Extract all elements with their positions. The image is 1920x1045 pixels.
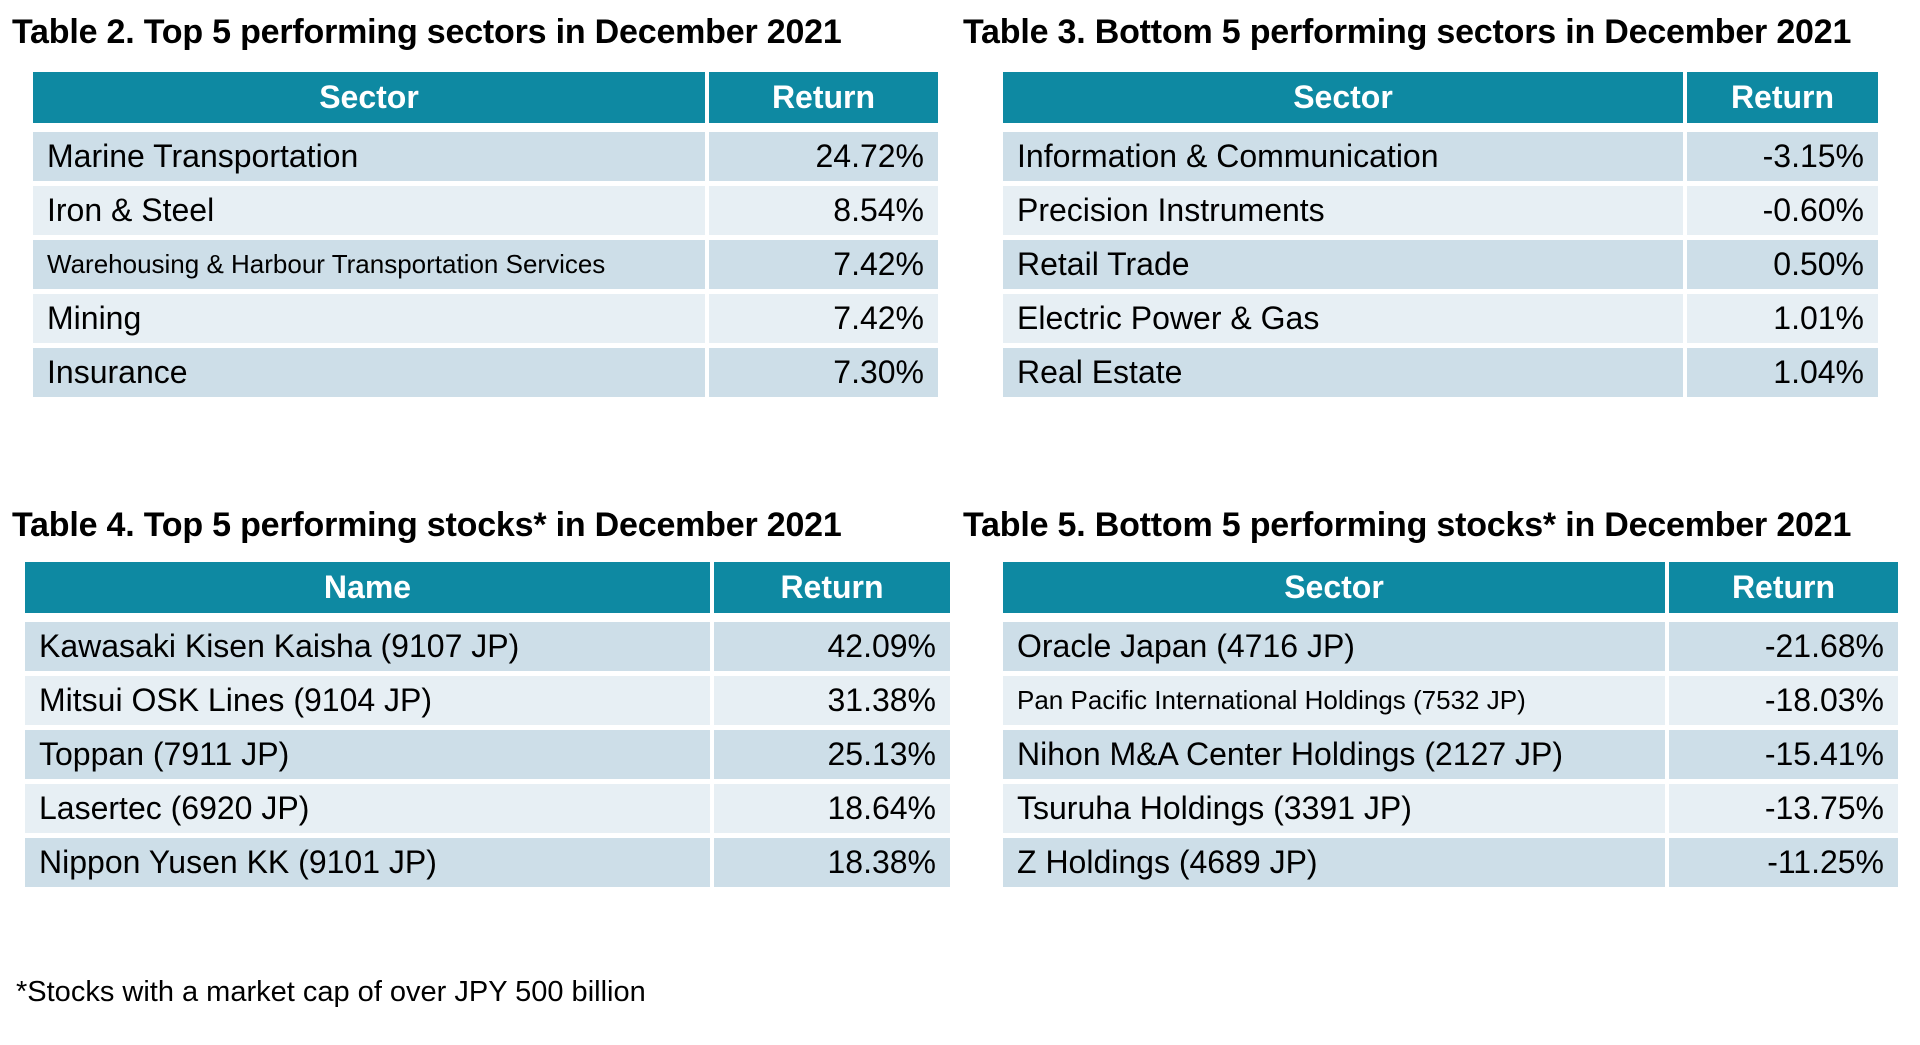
sector-cell: Tsuruha Holdings (3391 JP) (1003, 784, 1665, 833)
sector-cell: Precision Instruments (1003, 186, 1683, 235)
table-row: Electric Power & Gas 1.01% (1003, 294, 1878, 343)
column-header-sector: Sector (1003, 72, 1683, 123)
table-4-title: Table 4. Top 5 performing stocks* in Dec… (12, 506, 842, 544)
table-2: Sector Return Marine Transportation 24.72… (33, 72, 938, 402)
table-3-title: Table 3. Bottom 5 performing sectors in … (963, 13, 1852, 51)
table-2-title: Table 2. Top 5 performing sectors in Dec… (12, 13, 842, 51)
return-cell: 0.50% (1687, 240, 1878, 289)
table-2-header-row: Sector Return (33, 72, 938, 123)
table-row: Insurance 7.30% (33, 348, 938, 397)
sector-cell: Iron & Steel (33, 186, 705, 235)
table-3: Sector Return Information & Communicatio… (1003, 72, 1878, 402)
return-cell: 25.13% (714, 730, 950, 779)
table-4: Name Return Kawasaki Kisen Kaisha (9107 … (25, 562, 950, 892)
name-cell: Mitsui OSK Lines (9104 JP) (25, 676, 710, 725)
return-cell: 18.64% (714, 784, 950, 833)
return-cell: 1.01% (1687, 294, 1878, 343)
return-cell: 7.42% (709, 240, 938, 289)
return-cell: -15.41% (1669, 730, 1898, 779)
table-row: Information & Communication -3.15% (1003, 132, 1878, 181)
sector-cell: Retail Trade (1003, 240, 1683, 289)
table-row: Lasertec (6920 JP) 18.64% (25, 784, 950, 833)
table-row: Iron & Steel 8.54% (33, 186, 938, 235)
table-row: Marine Transportation 24.72% (33, 132, 938, 181)
name-cell: Kawasaki Kisen Kaisha (9107 JP) (25, 622, 710, 671)
table-row: Pan Pacific International Holdings (7532… (1003, 676, 1898, 725)
table-5-title: Table 5. Bottom 5 performing stocks* in … (963, 506, 1852, 544)
name-cell: Toppan (7911 JP) (25, 730, 710, 779)
sector-cell: Mining (33, 294, 705, 343)
table-row: Oracle Japan (4716 JP) -21.68% (1003, 622, 1898, 671)
return-cell: -18.03% (1669, 676, 1898, 725)
table-3-header-row: Sector Return (1003, 72, 1878, 123)
return-cell: 42.09% (714, 622, 950, 671)
return-cell: 7.30% (709, 348, 938, 397)
sector-cell: Electric Power & Gas (1003, 294, 1683, 343)
table-row: Nihon M&A Center Holdings (2127 JP) -15.4… (1003, 730, 1898, 779)
column-header-return: Return (714, 562, 950, 613)
table-row: Tsuruha Holdings (3391 JP) -13.75% (1003, 784, 1898, 833)
table-4-header-row: Name Return (25, 562, 950, 613)
table-5-header-row: Sector Return (1003, 562, 1898, 613)
return-cell: 8.54% (709, 186, 938, 235)
return-cell: -0.60% (1687, 186, 1878, 235)
table-row: Kawasaki Kisen Kaisha (9107 JP) 42.09% (25, 622, 950, 671)
table-row: Warehousing & Harbour Transportation Ser… (33, 240, 938, 289)
return-cell: -13.75% (1669, 784, 1898, 833)
return-cell: 24.72% (709, 132, 938, 181)
market-cap-footnote: *Stocks with a market cap of over JPY 50… (16, 976, 646, 1008)
column-header-return: Return (1687, 72, 1878, 123)
return-cell: -21.68% (1669, 622, 1898, 671)
table-row: Retail Trade 0.50% (1003, 240, 1878, 289)
sector-cell: Warehousing & Harbour Transportation Ser… (33, 240, 705, 289)
column-header-name: Name (25, 562, 710, 613)
sector-cell: Oracle Japan (4716 JP) (1003, 622, 1665, 671)
sector-cell: Marine Transportation (33, 132, 705, 181)
sector-cell: Information & Communication (1003, 132, 1683, 181)
column-header-return: Return (1669, 562, 1898, 613)
table-5: Sector Return Oracle Japan (4716 JP) -21.… (1003, 562, 1898, 892)
return-cell: 1.04% (1687, 348, 1878, 397)
sector-cell: Real Estate (1003, 348, 1683, 397)
sector-cell: Z Holdings (4689 JP) (1003, 838, 1665, 887)
return-cell: -11.25% (1669, 838, 1898, 887)
table-row: Precision Instruments -0.60% (1003, 186, 1878, 235)
table-row: Nippon Yusen KK (9101 JP) 18.38% (25, 838, 950, 887)
return-cell: 31.38% (714, 676, 950, 725)
sector-cell: Pan Pacific International Holdings (7532… (1003, 676, 1665, 725)
column-header-sector: Sector (1003, 562, 1665, 613)
return-cell: 18.38% (714, 838, 950, 887)
name-cell: Nippon Yusen KK (9101 JP) (25, 838, 710, 887)
table-row: Z Holdings (4689 JP) -11.25% (1003, 838, 1898, 887)
table-row: Real Estate 1.04% (1003, 348, 1878, 397)
table-row: Toppan (7911 JP) 25.13% (25, 730, 950, 779)
return-cell: 7.42% (709, 294, 938, 343)
sector-cell: Insurance (33, 348, 705, 397)
sector-cell: Nihon M&A Center Holdings (2127 JP) (1003, 730, 1665, 779)
table-row: Mitsui OSK Lines (9104 JP) 31.38% (25, 676, 950, 725)
column-header-return: Return (709, 72, 938, 123)
name-cell: Lasertec (6920 JP) (25, 784, 710, 833)
return-cell: -3.15% (1687, 132, 1878, 181)
table-row: Mining 7.42% (33, 294, 938, 343)
column-header-sector: Sector (33, 72, 705, 123)
